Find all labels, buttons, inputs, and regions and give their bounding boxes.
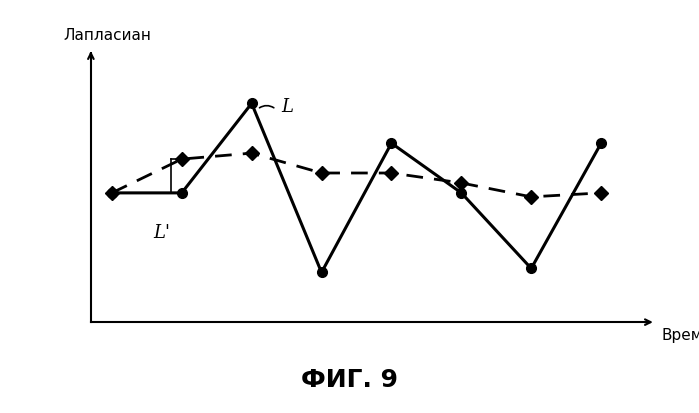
Text: L': L' <box>154 224 171 242</box>
Text: Лапласиан: Лапласиан <box>63 28 151 43</box>
Text: Время: Время <box>661 328 699 342</box>
Text: ФИГ. 9: ФИГ. 9 <box>301 368 398 392</box>
Text: L: L <box>281 98 293 116</box>
